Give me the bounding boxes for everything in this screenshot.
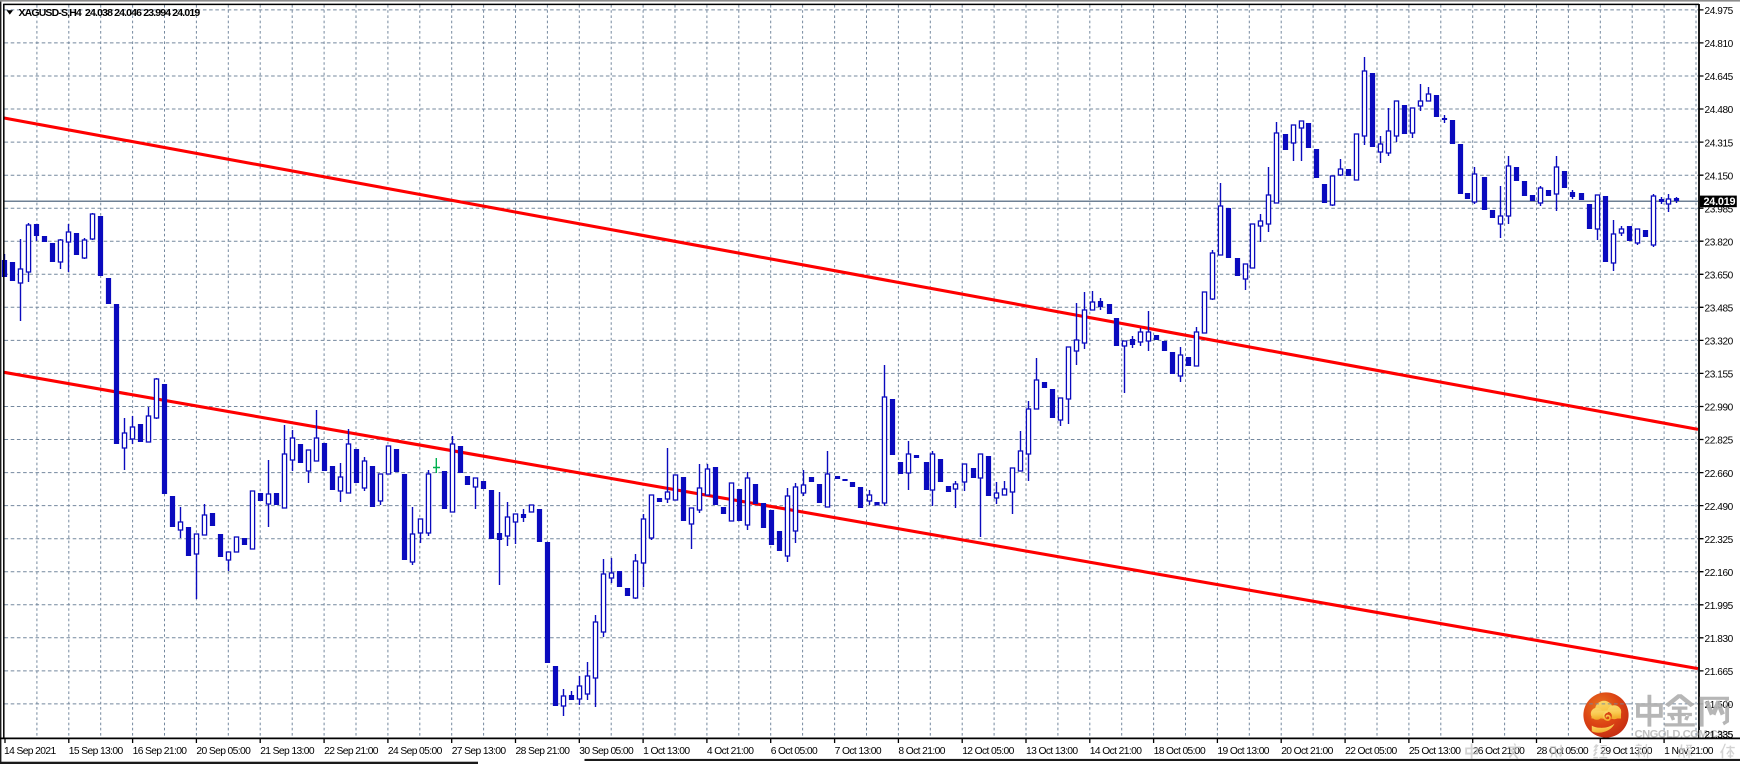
svg-text:20 Sep 05:00: 20 Sep 05:00 — [196, 746, 251, 757]
svg-text:6 Oct 05:00: 6 Oct 05:00 — [771, 746, 818, 757]
svg-text:21.830: 21.830 — [1705, 634, 1734, 645]
svg-text:30 Sep 05:00: 30 Sep 05:00 — [579, 746, 634, 757]
svg-text:24.150: 24.150 — [1705, 171, 1734, 182]
svg-text:15 Sep 13:00: 15 Sep 13:00 — [69, 746, 124, 757]
svg-text:20 Oct 21:00: 20 Oct 21:00 — [1281, 746, 1333, 757]
svg-text:12 Oct 05:00: 12 Oct 05:00 — [962, 746, 1014, 757]
svg-text:29 Oct 13:00: 29 Oct 13:00 — [1600, 746, 1652, 757]
svg-text:24.480: 24.480 — [1705, 105, 1734, 116]
svg-text:22.660: 22.660 — [1705, 469, 1734, 480]
svg-text:22.825: 22.825 — [1705, 436, 1734, 447]
svg-text:24.975: 24.975 — [1705, 6, 1734, 17]
svg-text:21 Sep 13:00: 21 Sep 13:00 — [260, 746, 315, 757]
svg-text:4 Oct 21:00: 4 Oct 21:00 — [707, 746, 754, 757]
svg-text:13 Oct 13:00: 13 Oct 13:00 — [1026, 746, 1078, 757]
svg-text:21.665: 21.665 — [1705, 667, 1734, 678]
svg-text:22.990: 22.990 — [1705, 403, 1734, 414]
svg-text:14 Oct 21:00: 14 Oct 21:00 — [1090, 746, 1142, 757]
svg-text:XAGUSD-S,H4 24.038 24.046 23.: XAGUSD-S,H4 24.038 24.046 23.994 24.019 — [19, 7, 201, 19]
svg-text:23.650: 23.650 — [1705, 271, 1734, 282]
svg-text:25 Oct 13:00: 25 Oct 13:00 — [1409, 746, 1461, 757]
svg-text:23.485: 23.485 — [1705, 304, 1734, 315]
svg-text:CNGOLD.COM.CN: CNGOLD.COM.CN — [1635, 729, 1726, 741]
svg-text:21.995: 21.995 — [1705, 601, 1734, 612]
svg-text:23.985: 23.985 — [1705, 204, 1734, 215]
svg-text:24 Sep 05:00: 24 Sep 05:00 — [388, 746, 443, 757]
svg-text:28 Oct 05:00: 28 Oct 05:00 — [1537, 746, 1589, 757]
svg-text:22.160: 22.160 — [1705, 568, 1734, 579]
svg-text:18 Oct 05:00: 18 Oct 05:00 — [1154, 746, 1206, 757]
svg-text:21.335: 21.335 — [1705, 730, 1734, 741]
svg-text:14 Sep 2021: 14 Sep 2021 — [4, 746, 56, 757]
svg-text:19 Oct 13:00: 19 Oct 13:00 — [1217, 746, 1269, 757]
svg-text:23.155: 23.155 — [1705, 370, 1734, 381]
svg-text:7 Oct 13:00: 7 Oct 13:00 — [835, 746, 882, 757]
svg-text:22.490: 22.490 — [1705, 502, 1734, 513]
svg-text:24.810: 24.810 — [1705, 39, 1734, 50]
svg-text:23.820: 23.820 — [1705, 237, 1734, 248]
svg-text:26 Oct 21:00: 26 Oct 21:00 — [1473, 746, 1525, 757]
svg-text:27 Sep 13:00: 27 Sep 13:00 — [452, 746, 507, 757]
svg-text:1 Oct 13:00: 1 Oct 13:00 — [643, 746, 690, 757]
svg-text:22 Oct 05:00: 22 Oct 05:00 — [1345, 746, 1397, 757]
svg-text:28 Sep 21:00: 28 Sep 21:00 — [516, 746, 571, 757]
svg-text:21.335: 21.335 — [1705, 730, 1734, 741]
svg-text:24.645: 24.645 — [1705, 72, 1734, 83]
svg-text:22 Sep 21:00: 22 Sep 21:00 — [324, 746, 379, 757]
svg-text:22.325: 22.325 — [1705, 535, 1734, 546]
svg-text:23.320: 23.320 — [1705, 337, 1734, 348]
svg-text:16 Sep 21:00: 16 Sep 21:00 — [133, 746, 188, 757]
svg-text:8 Oct 21:00: 8 Oct 21:00 — [898, 746, 945, 757]
svg-text:24.315: 24.315 — [1705, 138, 1734, 149]
svg-text:24.019: 24.019 — [1704, 196, 1736, 208]
